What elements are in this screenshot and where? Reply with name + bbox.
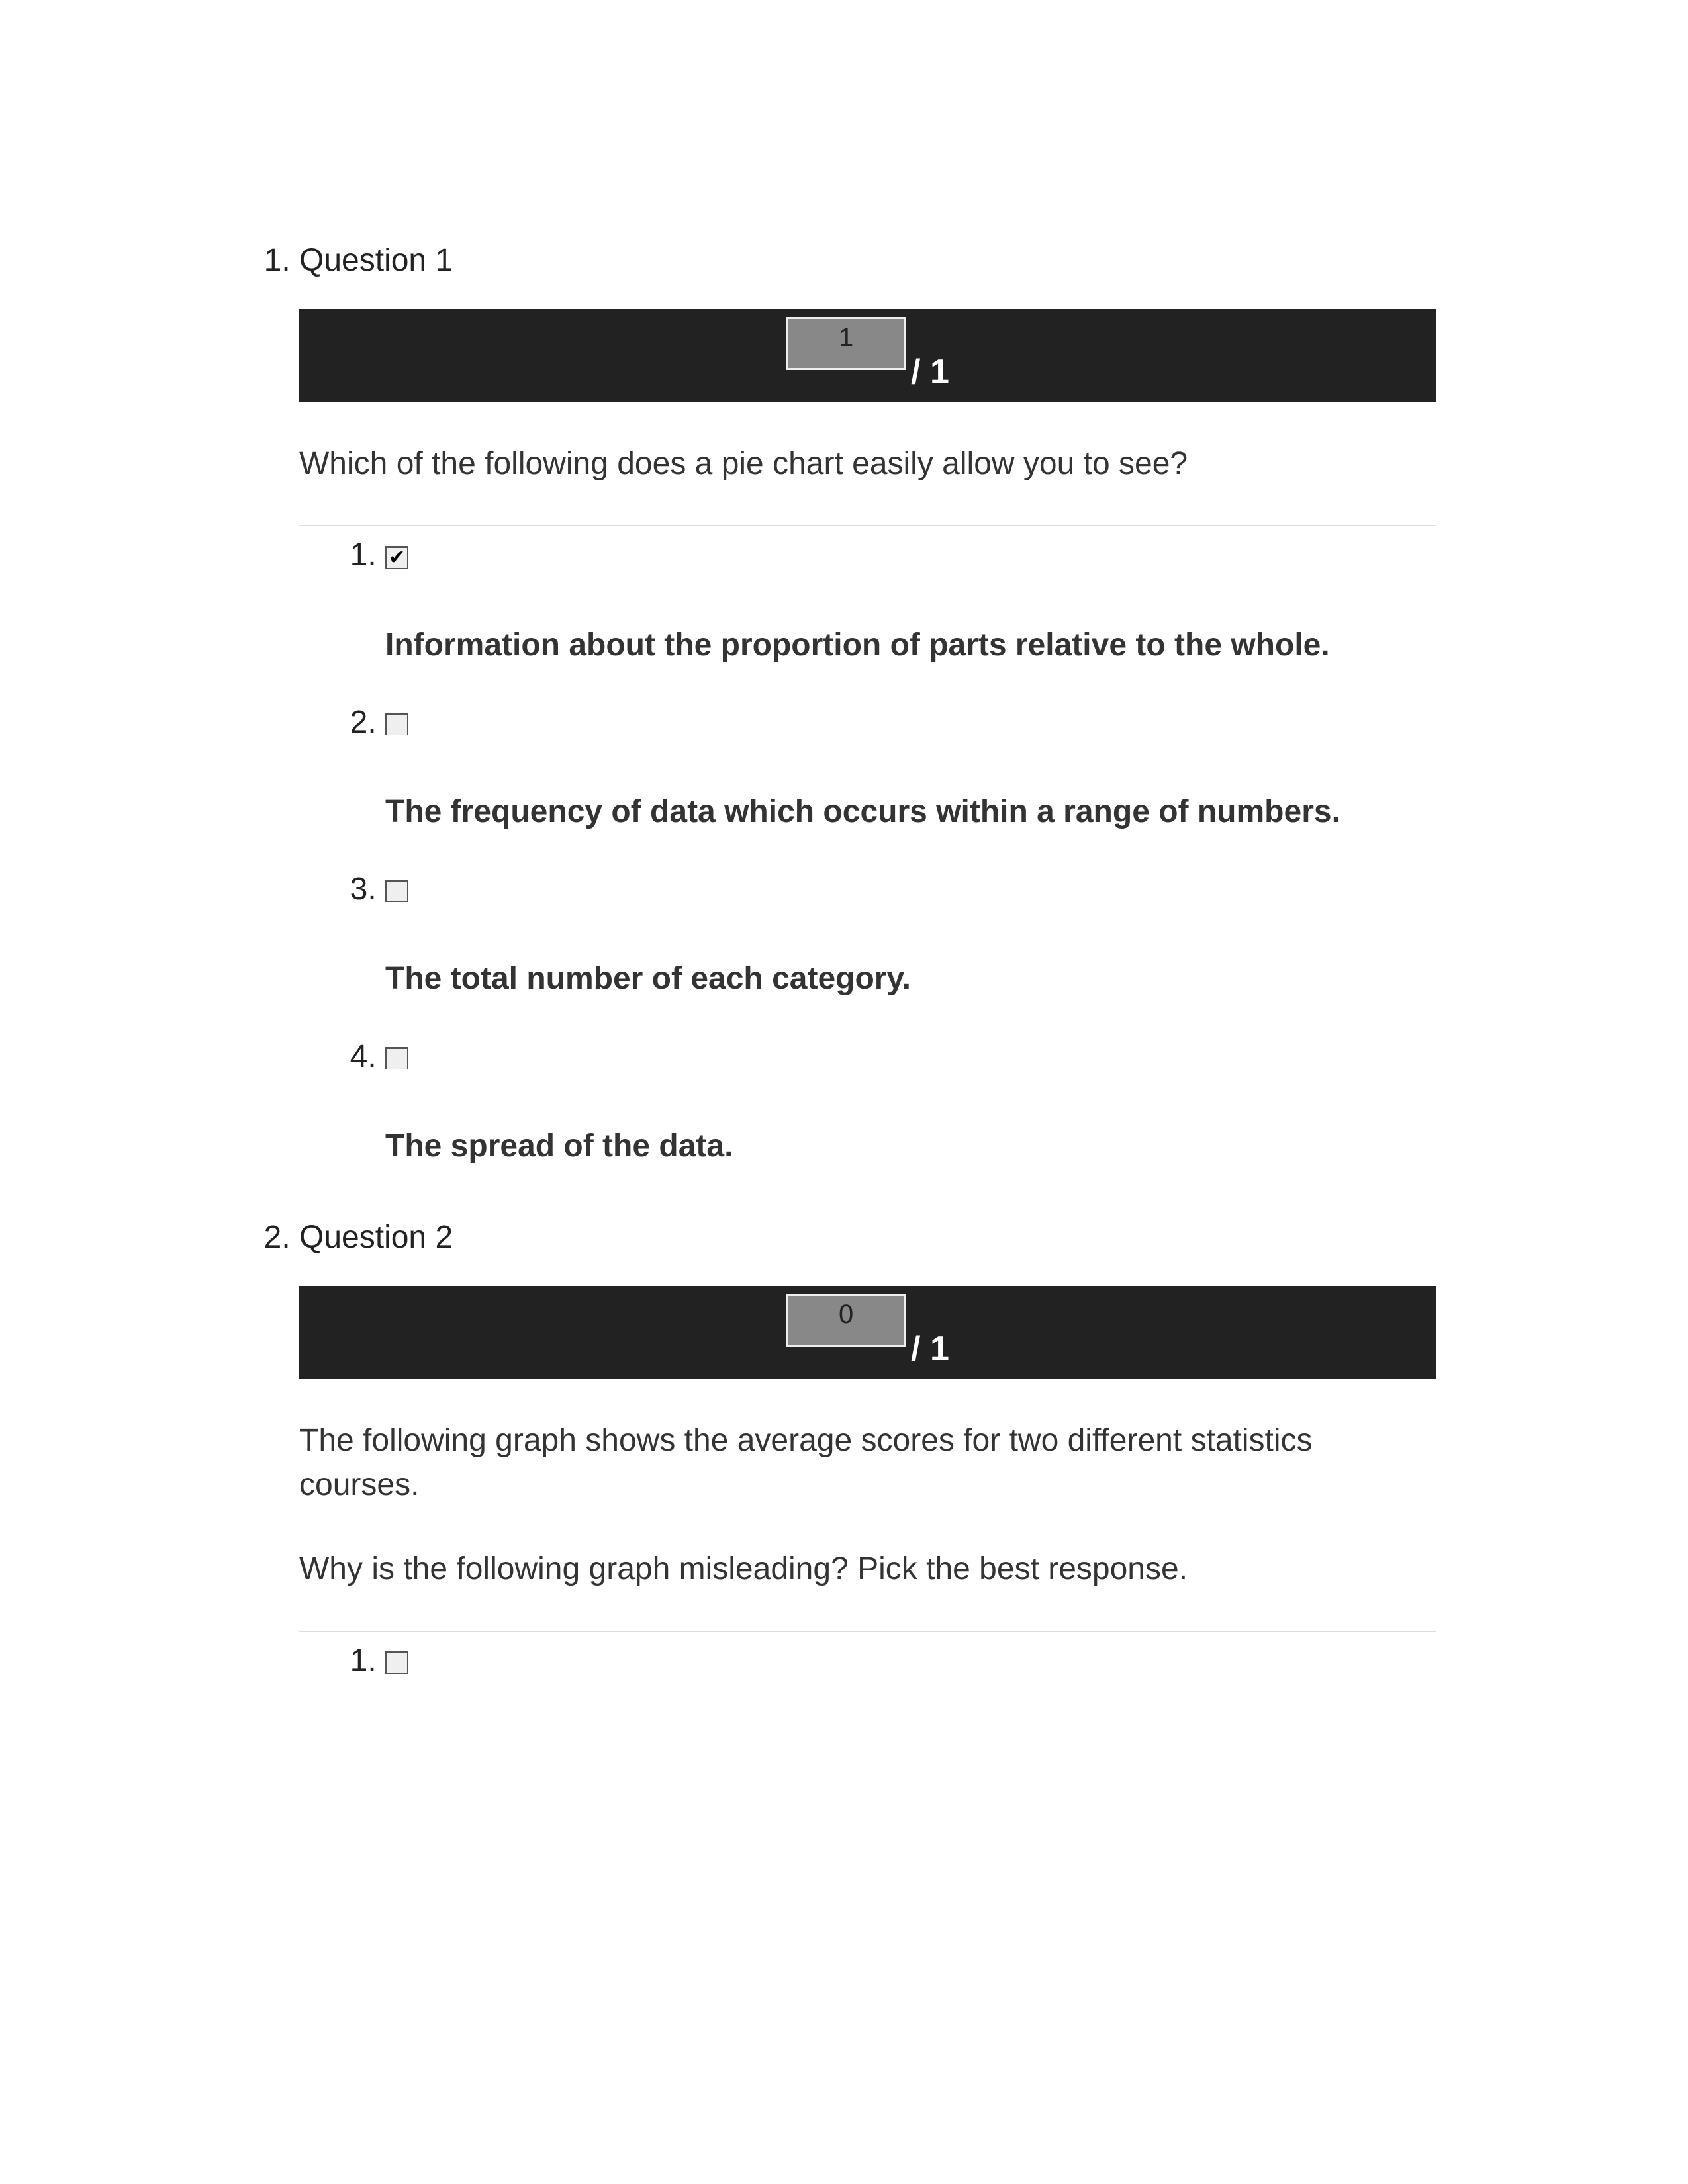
checkbox-row [385, 867, 1436, 911]
answer-item: The spread of the data. [385, 1034, 1436, 1168]
answer-item: The total number of each category. [385, 867, 1436, 1001]
answer-item: Information about the proportion of part… [385, 533, 1436, 666]
checkbox-icon[interactable] [385, 713, 408, 735]
score-earned-input[interactable]: 0 [786, 1294, 906, 1347]
checkbox-row [385, 533, 1436, 577]
score-total: / 1 [911, 348, 949, 396]
checkbox-row [385, 1639, 1436, 1683]
score-bar: 1 / 1 [299, 309, 1436, 402]
score-row: 0 / 1 [786, 1320, 949, 1373]
score-row: 1 / 1 [786, 343, 949, 396]
checkbox-icon[interactable] [385, 880, 408, 902]
question-prompt: Why is the following graph misleading? P… [299, 1547, 1436, 1591]
checkbox-icon[interactable] [385, 1047, 408, 1069]
score-earned-input[interactable]: 1 [786, 317, 906, 370]
question-item-1: Question 1 1 / 1 Which of the following … [299, 232, 1436, 1168]
score-total-value: 1 [930, 1330, 949, 1368]
score-total-value: 1 [930, 353, 949, 391]
answer-text: The total number of each category. [385, 956, 1436, 1001]
score-total: / 1 [911, 1325, 949, 1373]
checkbox-row [385, 1034, 1436, 1079]
checkbox-row [385, 700, 1436, 745]
checkbox-icon[interactable] [385, 546, 408, 569]
answer-list: Information about the proportion of part… [299, 525, 1436, 1168]
answer-list [299, 1631, 1436, 1708]
question-list: Question 1 1 / 1 Which of the following … [252, 232, 1436, 1708]
question-prompt: The following graph shows the average sc… [299, 1418, 1436, 1507]
question-title: Question 2 [299, 1215, 1436, 1259]
score-separator: / [911, 353, 920, 391]
score-bar: 0 / 1 [299, 1286, 1436, 1379]
checkbox-icon[interactable] [385, 1651, 408, 1674]
answer-text: The frequency of data which occurs withi… [385, 790, 1436, 834]
answer-item [385, 1639, 1436, 1708]
question-item-2: Question 2 0 / 1 The following graph sho… [299, 1208, 1436, 1708]
answer-item: The frequency of data which occurs withi… [385, 700, 1436, 834]
question-title: Question 1 [299, 238, 1436, 283]
answer-text: The spread of the data. [385, 1124, 1436, 1168]
question-prompt: Which of the following does a pie chart … [299, 441, 1436, 486]
score-separator: / [911, 1330, 920, 1368]
answer-text: Information about the proportion of part… [385, 623, 1436, 667]
